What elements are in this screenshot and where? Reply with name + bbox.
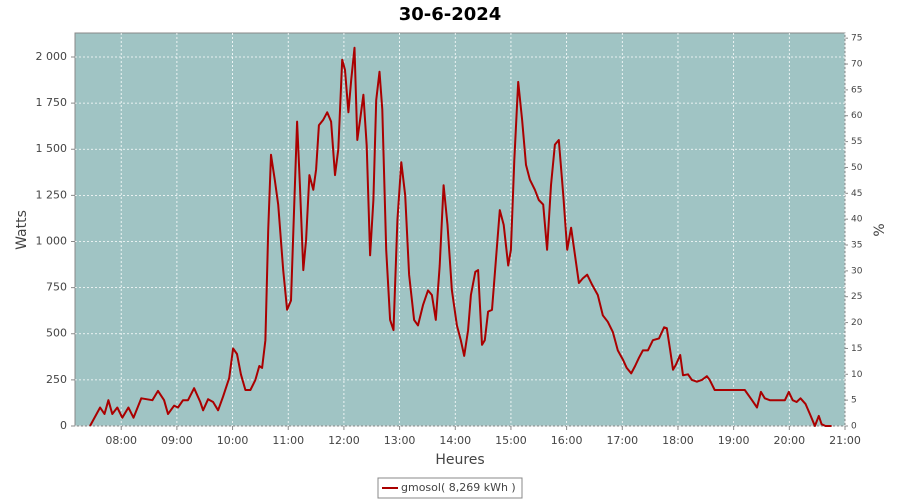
y2-tick-label: 40 (851, 215, 863, 225)
y2-tick-label: 65 (851, 85, 862, 95)
y-tick-label: 750 (46, 281, 67, 294)
x-tick-label: 10:00 (217, 434, 249, 447)
x-tick-label: 11:00 (272, 434, 304, 447)
y2-tick-label: 0 (851, 422, 857, 432)
y2-tick-label: 35 (851, 241, 862, 251)
x-tick-label: 12:00 (328, 434, 360, 447)
x-tick-label: 09:00 (161, 434, 193, 447)
y2-tick-label: 20 (851, 318, 863, 328)
y-tick-label: 1 000 (36, 234, 68, 247)
plot-area (74, 32, 846, 427)
y2-tick-label: 60 (851, 111, 863, 121)
y-axis-label: Watts (14, 210, 30, 250)
x-tick-label: 18:00 (662, 434, 694, 447)
series-line (89, 46, 832, 427)
x-tick-label: 19:00 (718, 434, 750, 447)
y2-tick-label: 75 (851, 34, 862, 44)
legend-label: gmosol( 8,269 kWh ) (401, 481, 516, 494)
y-tick-label: 500 (46, 327, 67, 340)
y-tick-label: 1 500 (36, 142, 68, 155)
x-tick-label: 14:00 (439, 434, 471, 447)
x-tick-label: 13:00 (384, 434, 416, 447)
y2-tick-label: 10 (851, 370, 863, 380)
x-tick-label: 15:00 (495, 434, 527, 447)
y-tick-label: 250 (46, 373, 67, 386)
y2-tick-label: 25 (851, 292, 862, 302)
y2-tick-label: 45 (851, 189, 862, 199)
y2-tick-label: 5 (851, 396, 857, 406)
y2-tick-label: 55 (851, 137, 862, 147)
legend-box (377, 477, 523, 499)
y2-tick-label: 70 (851, 60, 863, 70)
x-tick-label: 20:00 (773, 434, 805, 447)
y-tick-label: 0 (60, 419, 67, 432)
x-tick-label: 17:00 (606, 434, 638, 447)
y-tick-label: 2 000 (36, 50, 68, 63)
x-tick-label: 21:00 (829, 434, 861, 447)
y2-tick-label: 15 (851, 344, 862, 354)
y2-axis-label: % (872, 223, 888, 236)
y2-tick-label: 30 (851, 266, 863, 276)
y-tick-label: 1 250 (36, 188, 68, 201)
y2-tick-label: 50 (851, 163, 863, 173)
chart-title: 30-6-2024 (399, 4, 502, 25)
y-tick-label: 1 750 (36, 96, 68, 109)
x-tick-label: 08:00 (105, 434, 137, 447)
x-tick-label: 16:00 (551, 434, 583, 447)
x-axis-label: Heures (435, 452, 484, 468)
